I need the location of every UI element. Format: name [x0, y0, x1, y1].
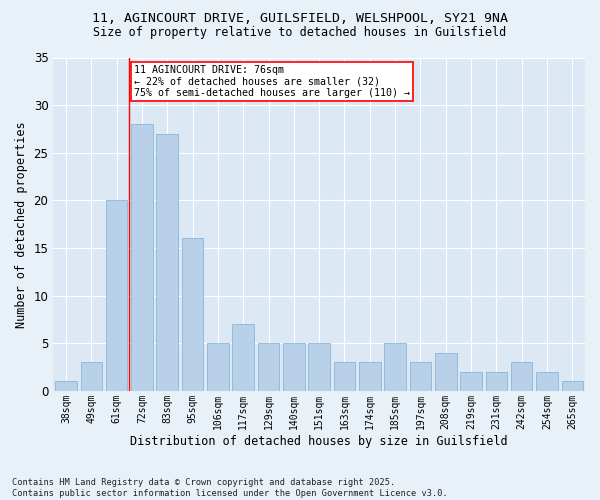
Bar	[385, 344, 406, 391]
X-axis label: Distribution of detached houses by size in Guilsfield: Distribution of detached houses by size …	[130, 434, 508, 448]
Bar	[334, 362, 355, 391]
Bar	[258, 344, 279, 391]
Bar	[232, 324, 254, 391]
Bar	[106, 200, 127, 391]
Bar	[511, 362, 532, 391]
Y-axis label: Number of detached properties: Number of detached properties	[15, 121, 28, 328]
Bar	[536, 372, 558, 391]
Bar	[359, 362, 380, 391]
Bar	[308, 344, 330, 391]
Text: Contains HM Land Registry data © Crown copyright and database right 2025.
Contai: Contains HM Land Registry data © Crown c…	[12, 478, 448, 498]
Bar	[182, 238, 203, 391]
Bar	[157, 134, 178, 391]
Bar	[410, 362, 431, 391]
Bar	[460, 372, 482, 391]
Text: 11 AGINCOURT DRIVE: 76sqm
← 22% of detached houses are smaller (32)
75% of semi-: 11 AGINCOURT DRIVE: 76sqm ← 22% of detac…	[134, 65, 410, 98]
Bar	[80, 362, 102, 391]
Text: 11, AGINCOURT DRIVE, GUILSFIELD, WELSHPOOL, SY21 9NA: 11, AGINCOURT DRIVE, GUILSFIELD, WELSHPO…	[92, 12, 508, 26]
Bar	[562, 382, 583, 391]
Bar	[131, 124, 152, 391]
Text: Size of property relative to detached houses in Guilsfield: Size of property relative to detached ho…	[94, 26, 506, 39]
Bar	[207, 344, 229, 391]
Bar	[283, 344, 305, 391]
Bar	[435, 353, 457, 391]
Bar	[55, 382, 77, 391]
Bar	[485, 372, 507, 391]
